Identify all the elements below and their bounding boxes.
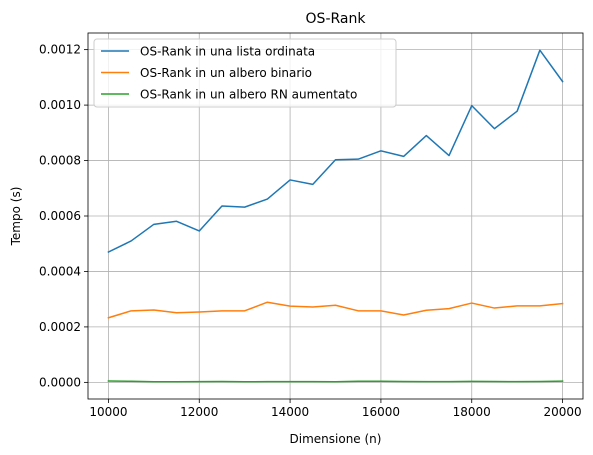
x-tick-label: 20000 bbox=[543, 405, 581, 419]
y-tick-label: 0.0012 bbox=[39, 43, 81, 57]
x-axis-label: Dimensione (n) bbox=[290, 432, 382, 446]
x-tick-label: 10000 bbox=[89, 405, 127, 419]
series-lines bbox=[107, 49, 564, 383]
x-tick-label: 14000 bbox=[271, 405, 309, 419]
y-tick-label: 0.0010 bbox=[39, 98, 81, 112]
axis-ticks: 10000 12000 14000 16000 18000 20000 0.0000 0.00… bbox=[39, 43, 582, 419]
y-tick-label: 0.0004 bbox=[39, 264, 81, 278]
legend-label: OS-Rank in un albero RN aumentato bbox=[140, 88, 357, 102]
series-line-1 bbox=[107, 49, 564, 254]
x-tick-label: 12000 bbox=[180, 405, 218, 419]
series-line-3 bbox=[107, 380, 564, 383]
series-line-2 bbox=[107, 301, 564, 319]
x-tick-label: 16000 bbox=[362, 405, 400, 419]
y-tick-label: 0.0008 bbox=[39, 154, 81, 168]
y-tick-label: 0.0002 bbox=[39, 320, 81, 334]
legend-box bbox=[93, 38, 397, 108]
x-tick-label: 18000 bbox=[453, 405, 491, 419]
legend-label: OS-Rank in una lista ordinata bbox=[140, 45, 315, 59]
legend: OS-Rank in una lista ordinata OS-Rank in … bbox=[93, 38, 397, 108]
legend-label: OS-Rank in un albero binario bbox=[140, 66, 312, 80]
y-tick-label: 0.0000 bbox=[39, 375, 81, 389]
y-tick-label: 0.0006 bbox=[39, 209, 81, 223]
chart-title: OS-Rank bbox=[306, 11, 367, 27]
y-axis-label: Tempo (s) bbox=[9, 187, 23, 247]
